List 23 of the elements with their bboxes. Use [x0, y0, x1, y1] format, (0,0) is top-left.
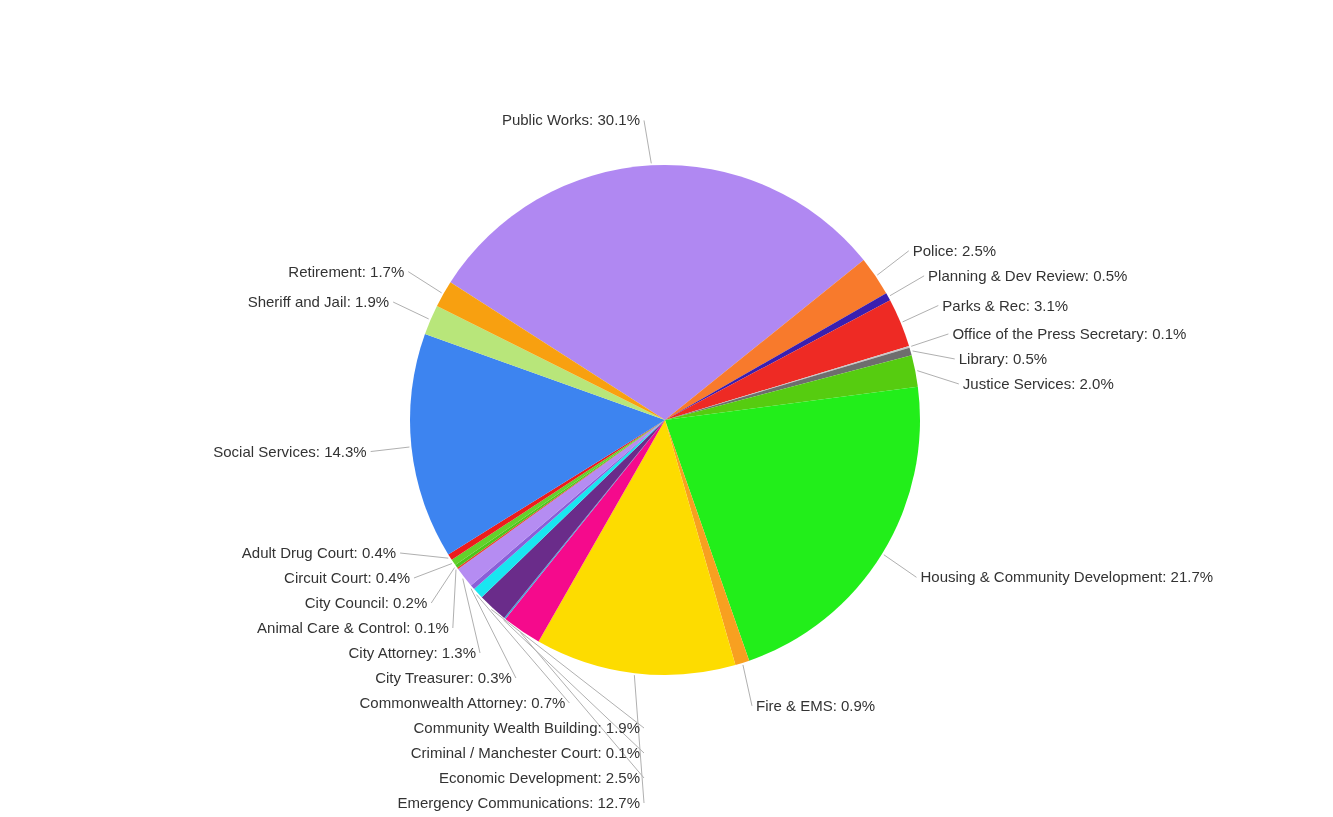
slice-label: Animal Care & Control: 0.1% [257, 619, 449, 636]
slice-label: Adult Drug Court: 0.4% [241, 544, 397, 561]
slice-label: Emergency Communications: 12.7% [397, 794, 640, 811]
slice-label: Housing & Community Development: 21.7% [920, 568, 1214, 586]
slice-label: Commonwealth Attorney: 0.7% [359, 694, 566, 711]
slice-label: City Council: 0.2% [304, 594, 428, 611]
slice-label: Circuit Court: 0.4% [284, 569, 410, 586]
slice-label: Retirement: 1.7% [288, 262, 405, 280]
slice-label: Planning & Dev Review: 0.5% [928, 266, 1128, 284]
slice-label: Social Services: 14.3% [213, 442, 367, 460]
slice-label: Police: 2.5% [912, 241, 997, 259]
slice-label: Library: 0.5% [958, 349, 1048, 367]
slice-label: City Treasurer: 0.3% [375, 669, 512, 686]
slice-label: City Attorney: 1.3% [348, 644, 477, 661]
slice-label: Public Works: 30.1% [501, 111, 640, 129]
slice-label: Office of the Press Secretary: 0.1% [952, 324, 1187, 342]
slice-label: Sheriff and Jail: 1.9% [247, 293, 390, 311]
slice-label: Justice Services: 2.0% [962, 374, 1114, 392]
slice-label: Criminal / Manchester Court: 0.1% [410, 744, 640, 761]
slice-label: Community Wealth Building: 1.9% [413, 719, 640, 736]
slice-label: Parks & Rec: 3.1% [942, 296, 1069, 314]
slice-label: Economic Development: 2.5% [439, 769, 640, 786]
slice-label: Fire & EMS: 0.9% [755, 696, 876, 714]
